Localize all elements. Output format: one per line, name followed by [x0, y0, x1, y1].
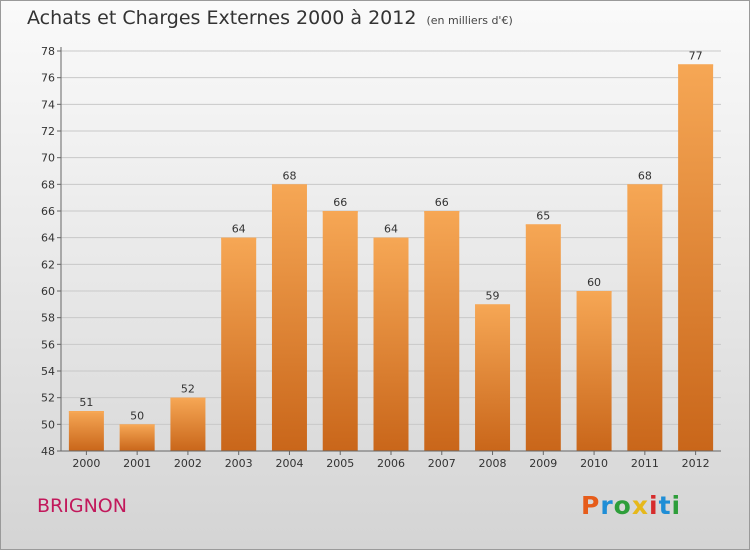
bar [221, 237, 257, 451]
data-label: 65 [536, 209, 550, 222]
y-tick-label: 64 [41, 232, 55, 245]
unit-label: (en milliers d'€) [426, 14, 513, 27]
y-tick-label: 52 [41, 392, 55, 405]
y-tick-label: 54 [41, 365, 55, 378]
y-tick-label: 48 [41, 445, 55, 458]
proxiti-logo: Proxiti [581, 491, 681, 520]
data-label: 51 [79, 396, 93, 409]
logo-letter: i [671, 491, 682, 520]
bar [271, 184, 307, 452]
x-tick-label: 2006 [377, 457, 405, 470]
bar [68, 411, 104, 451]
logo-letter: x [631, 491, 649, 520]
chart-title: Achats et Charges Externes 2000 à 2012 (e… [27, 7, 513, 29]
data-label: 50 [130, 409, 144, 422]
data-label: 52 [181, 383, 195, 396]
x-tick-label: 2010 [580, 457, 608, 470]
data-label: 66 [333, 196, 347, 209]
bar-highlight [322, 211, 358, 213]
bar [678, 64, 714, 452]
logo-letter: P [581, 491, 601, 520]
data-label: 68 [282, 169, 296, 182]
x-tick-label: 2007 [428, 457, 456, 470]
data-label: 59 [486, 289, 500, 302]
y-tick-label: 68 [41, 178, 55, 191]
logo-letter: r [600, 491, 614, 520]
data-label: 66 [435, 196, 449, 209]
bar-highlight [119, 424, 155, 427]
bar [424, 211, 460, 451]
bar-highlight [576, 291, 612, 293]
x-tick-label: 2009 [529, 457, 557, 470]
logo-letter: o [613, 491, 632, 520]
bar [576, 291, 612, 451]
x-tick-label: 2002 [174, 457, 202, 470]
bar-highlight [170, 397, 206, 400]
x-tick-label: 2004 [275, 457, 303, 470]
y-tick-label: 78 [41, 45, 55, 58]
y-tick-label: 70 [41, 152, 55, 165]
bar [525, 224, 561, 451]
y-tick-label: 58 [41, 312, 55, 325]
y-tick-label: 74 [41, 98, 55, 111]
y-tick-label: 60 [41, 285, 55, 298]
x-tick-label: 2008 [479, 457, 507, 470]
y-tick-label: 72 [41, 125, 55, 138]
data-label: 60 [587, 276, 601, 289]
title-text: Achats et Charges Externes 2000 à 2012 [27, 7, 417, 29]
data-label: 64 [384, 223, 398, 236]
logo-letter: t [658, 491, 672, 520]
bar-highlight [271, 184, 307, 187]
data-label: 64 [232, 223, 246, 236]
y-tick-label: 56 [41, 338, 55, 351]
bar [373, 237, 409, 451]
logo-letter: i [649, 491, 659, 520]
bar-highlight [475, 304, 511, 307]
x-tick-label: 2012 [682, 457, 710, 470]
data-label: 77 [689, 49, 703, 62]
y-tick-label: 62 [41, 258, 55, 271]
y-tick-label: 50 [41, 418, 55, 431]
x-tick-label: 2000 [72, 457, 100, 470]
x-tick-label: 2011 [631, 457, 659, 470]
x-tick-label: 2001 [123, 457, 151, 470]
bar-highlight [68, 411, 104, 413]
place-name: BRIGNON [37, 495, 127, 517]
x-tick-label: 2005 [326, 457, 354, 470]
bar-highlight [373, 237, 409, 240]
x-tick-label: 2003 [225, 457, 253, 470]
data-label: 68 [638, 169, 652, 182]
bar-highlight [221, 237, 257, 240]
y-tick-label: 66 [41, 205, 55, 218]
bar-highlight [678, 64, 714, 67]
bar-highlight [424, 211, 460, 213]
bar [627, 184, 663, 452]
bar [475, 304, 511, 451]
y-tick-label: 76 [41, 72, 55, 85]
bar [170, 397, 206, 451]
bar-highlight [525, 224, 561, 227]
bar [322, 211, 358, 451]
bar-highlight [627, 184, 663, 187]
bar [119, 424, 155, 451]
